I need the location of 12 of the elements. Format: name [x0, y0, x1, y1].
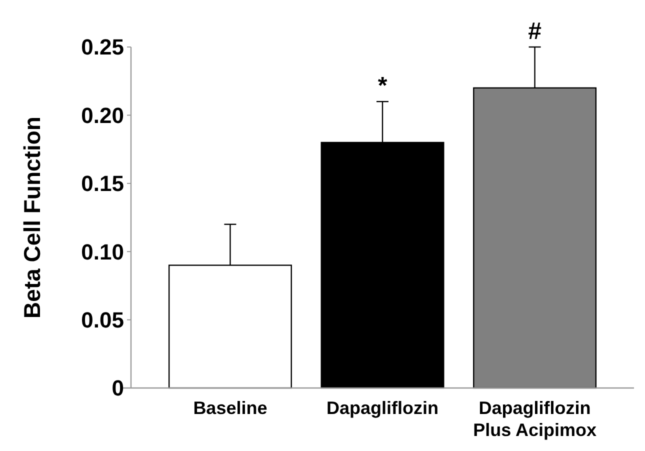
y-tick-label: 0.05: [81, 308, 124, 332]
x-tick-label: Baseline: [193, 398, 268, 418]
y-axis-title: Beta Cell Function: [19, 116, 45, 318]
annotation: *: [378, 72, 388, 100]
annotation: #: [528, 18, 542, 45]
y-tick-label: 0.25: [81, 34, 124, 60]
y-tick-label: 0.20: [81, 102, 124, 128]
x-tick-label: Dapagliflozin Plus Acipimox: [473, 398, 596, 440]
x-tick-label: Dapagliflozin: [326, 398, 438, 418]
y-tick-label: 0.10: [81, 239, 124, 264]
y-tick-label: 0: [112, 376, 124, 401]
y-tick-label: 0.15: [81, 171, 124, 196]
